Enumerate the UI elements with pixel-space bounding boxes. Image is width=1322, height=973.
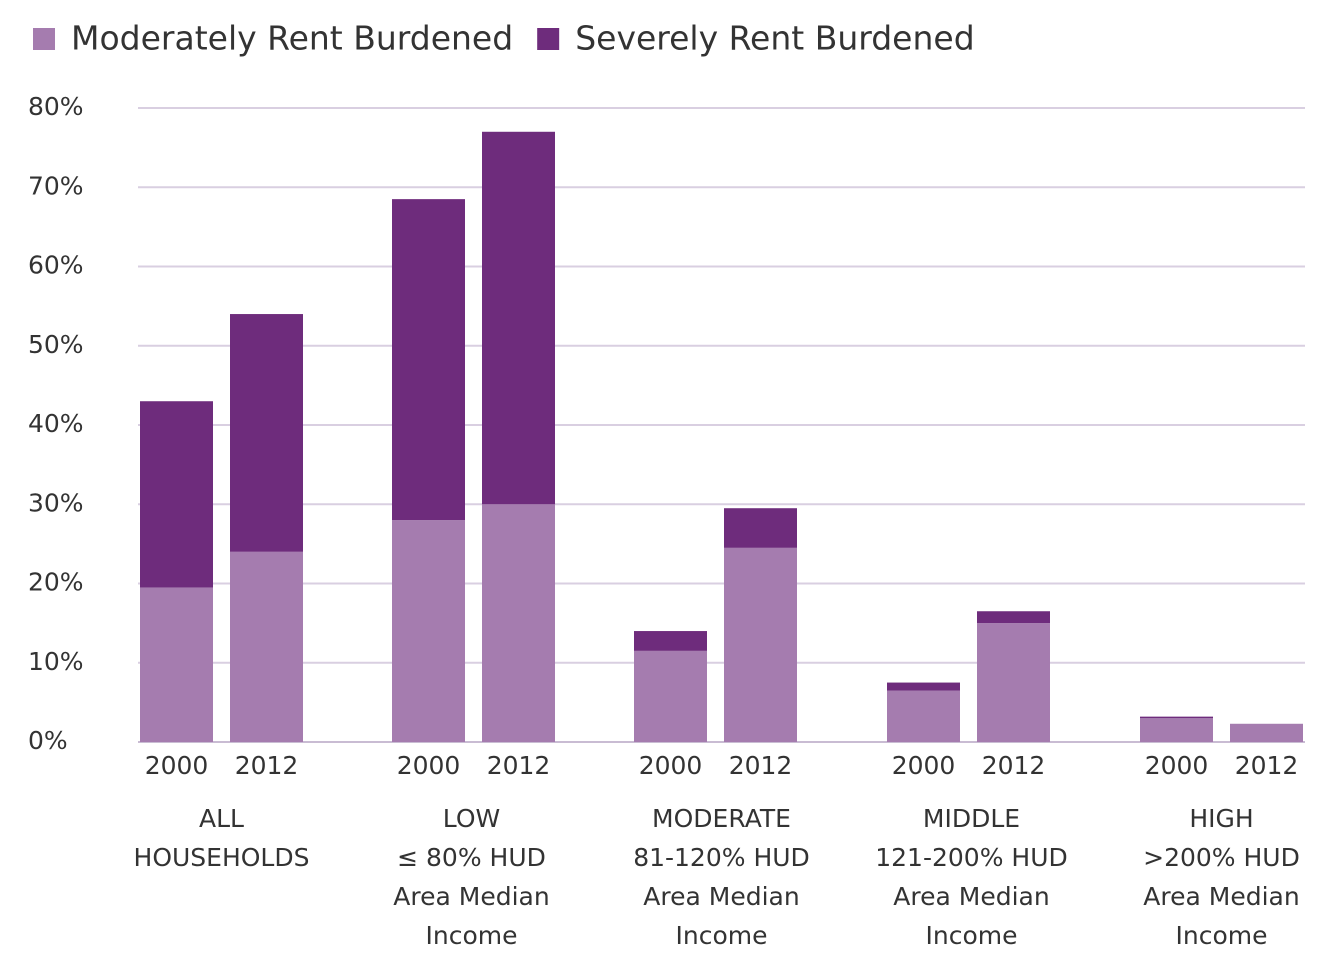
legend-swatch bbox=[33, 28, 55, 50]
y-tick-label: 60% bbox=[28, 251, 84, 280]
group-label: >200% HUD bbox=[1143, 843, 1300, 872]
bar-segment bbox=[634, 631, 707, 651]
legend-label: Severely Rent Burdened bbox=[575, 19, 974, 58]
x-tick-label: 2012 bbox=[487, 751, 551, 780]
y-tick-label: 20% bbox=[28, 568, 84, 597]
bar-segment bbox=[1140, 716, 1213, 719]
bar-segment bbox=[977, 623, 1050, 742]
x-tick-label: 2012 bbox=[729, 751, 793, 780]
x-tick-label: 2000 bbox=[145, 751, 209, 780]
group-label: ALL bbox=[199, 804, 244, 833]
x-tick-label: 2012 bbox=[982, 751, 1046, 780]
bar-segment bbox=[140, 587, 213, 742]
x-tick-label: 2000 bbox=[397, 751, 461, 780]
group-label: LOW bbox=[443, 804, 500, 833]
bar-segment bbox=[887, 690, 960, 742]
bar-segment bbox=[724, 508, 797, 548]
group-label: MIDDLE bbox=[923, 804, 1020, 833]
x-tick-label: 2012 bbox=[235, 751, 299, 780]
group-label: HIGH bbox=[1189, 804, 1253, 833]
bar-segment bbox=[634, 650, 707, 742]
legend-swatch bbox=[537, 28, 560, 50]
y-tick-label: 70% bbox=[28, 171, 84, 200]
bar-segment bbox=[392, 199, 465, 521]
group-label: Area Median bbox=[393, 882, 549, 911]
bar-segment bbox=[230, 551, 303, 742]
group-label: ≤ 80% HUD bbox=[397, 843, 546, 872]
bar-segment bbox=[887, 682, 960, 691]
bar-segment bbox=[482, 504, 555, 742]
y-tick-label: 0% bbox=[28, 726, 68, 755]
group-label: Income bbox=[426, 921, 518, 950]
bar-segment bbox=[1140, 718, 1213, 742]
x-tick-label: 2012 bbox=[1235, 751, 1299, 780]
y-tick-label: 10% bbox=[28, 647, 84, 676]
bar-segment bbox=[140, 401, 213, 588]
bar-segment bbox=[482, 131, 555, 505]
group-label: HOUSEHOLDS bbox=[134, 843, 310, 872]
y-tick-label: 30% bbox=[28, 488, 84, 517]
bar-segment bbox=[392, 520, 465, 742]
x-tick-label: 2000 bbox=[892, 751, 956, 780]
group-label: MODERATE bbox=[652, 804, 791, 833]
bar-segment bbox=[977, 611, 1050, 624]
group-label: 121-200% HUD bbox=[875, 843, 1068, 872]
x-tick-label: 2000 bbox=[1145, 751, 1209, 780]
y-tick-label: 50% bbox=[28, 330, 84, 359]
group-label: Income bbox=[676, 921, 768, 950]
bar-segment bbox=[230, 314, 303, 552]
group-label: 81-120% HUD bbox=[633, 843, 810, 872]
bar-segment bbox=[1230, 723, 1303, 742]
y-tick-label: 80% bbox=[28, 92, 84, 121]
bar-segment bbox=[724, 547, 797, 742]
y-tick-label: 40% bbox=[28, 409, 84, 438]
group-label: Area Median bbox=[1143, 882, 1299, 911]
group-label: Area Median bbox=[643, 882, 799, 911]
legend-label: Moderately Rent Burdened bbox=[71, 19, 513, 58]
x-tick-label: 2000 bbox=[639, 751, 703, 780]
group-label: Income bbox=[926, 921, 1018, 950]
group-label: Income bbox=[1176, 921, 1268, 950]
group-label: Area Median bbox=[893, 882, 1049, 911]
